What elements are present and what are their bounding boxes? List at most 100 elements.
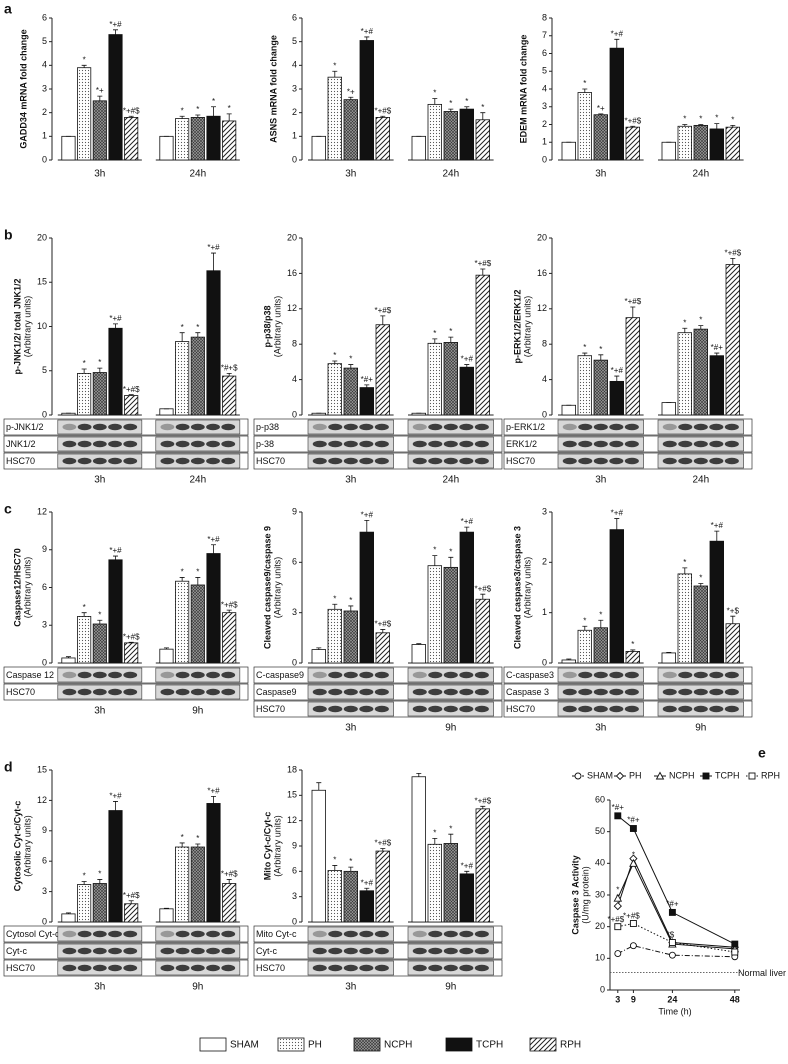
significance-label: *+#$ (374, 839, 391, 848)
bar (343, 99, 359, 161)
y-tick-label: 1 (292, 131, 297, 141)
blot-band (92, 688, 107, 696)
blot-band (77, 964, 92, 972)
error-bar (316, 782, 322, 791)
panel-label: a (4, 1, 12, 17)
significance-label: *+ (597, 104, 605, 113)
significance-label: *+# (461, 355, 474, 364)
bar (427, 342, 443, 416)
blot-band (443, 688, 458, 696)
significance-label: *+# (361, 27, 374, 36)
blot-band (108, 423, 122, 431)
error-bar (348, 364, 354, 369)
bar (443, 342, 459, 416)
blot-band (77, 930, 92, 938)
significance-label: * (715, 114, 718, 123)
blot-label: HSC70 (6, 963, 35, 973)
x-tick-label: 3h (345, 475, 356, 486)
blot-band (678, 705, 693, 713)
bar (61, 657, 76, 664)
error-bar (666, 652, 672, 653)
bar (459, 108, 475, 161)
error-bar (614, 518, 620, 530)
blot-label: Cytosol Cyt-c (6, 929, 60, 939)
y-axis-units: (Arbitrary units) (522, 557, 532, 619)
error-bar (332, 865, 338, 871)
significance-label: *+# (109, 546, 122, 555)
error-bar (97, 95, 103, 101)
blot-band (662, 440, 677, 448)
blot-band (92, 964, 107, 972)
significance-label: *+#$ (123, 385, 140, 394)
bar (725, 126, 741, 161)
y-tick-label: 3 (292, 607, 297, 617)
blot-band (312, 930, 327, 938)
bar (561, 659, 577, 664)
blot-band (312, 440, 327, 448)
y-tick-label: 1 (42, 131, 47, 141)
y-tick-label: 1 (542, 137, 547, 147)
series-line (617, 862, 735, 950)
error-bar (179, 577, 185, 582)
significance-label: * (349, 857, 352, 866)
error-bar (380, 629, 386, 633)
significance-label: *+# (109, 314, 122, 323)
error-bar (128, 641, 134, 643)
y-tick-label: 5 (292, 36, 297, 46)
y-axis-units: (Arbitrary units) (272, 557, 282, 619)
blot-band (190, 457, 205, 465)
x-tick-label: 9h (695, 723, 706, 734)
error-bar (65, 656, 71, 658)
reference-label: Normal liver (738, 968, 786, 978)
marker (615, 771, 625, 781)
y-tick-label: 12 (37, 795, 47, 805)
blot-band (428, 705, 443, 713)
blot-band (709, 457, 724, 465)
blot-band (459, 671, 474, 679)
x-tick-label: 24h (692, 475, 709, 486)
blot-band (474, 440, 489, 448)
blot-band (474, 671, 489, 679)
blot-band (428, 964, 443, 972)
blot-band (92, 930, 107, 938)
y-tick-label: 2 (292, 107, 297, 117)
significance-label: *+# (207, 786, 220, 795)
significance-label: * (683, 318, 686, 327)
error-bar (97, 367, 103, 373)
blot-band (160, 423, 175, 431)
error-bar (416, 643, 422, 645)
blot-band (562, 705, 577, 713)
blot-band (474, 964, 489, 972)
significance-label: *+#$ (474, 584, 491, 593)
legend-swatch (353, 1037, 381, 1052)
blot-band (328, 671, 343, 679)
significance-label: * (333, 61, 336, 70)
blot-band (693, 423, 708, 431)
error-bar (65, 912, 71, 914)
significance-label: * (196, 105, 199, 114)
bar (327, 870, 343, 923)
significance-label: * (333, 351, 336, 360)
blot-band (108, 688, 122, 696)
significance-label: * (433, 329, 436, 338)
error-bar (380, 315, 386, 325)
blot-band (562, 440, 577, 448)
significance-label: * (433, 89, 436, 98)
blot-band (160, 457, 175, 465)
bar (77, 616, 92, 664)
blot-band (221, 688, 236, 696)
significance-label: *+$ (727, 606, 740, 615)
error-bar (582, 625, 588, 631)
y-tick-label: 4 (292, 60, 297, 70)
error-bar (316, 647, 322, 650)
blot-band (190, 440, 205, 448)
error-bar (698, 325, 704, 330)
significance-label: * (631, 640, 634, 649)
y-tick-label: 12 (37, 506, 47, 516)
blot-band (92, 423, 107, 431)
blot-band (709, 671, 724, 679)
y-tick-label: 3 (42, 620, 47, 630)
blot-band (443, 423, 458, 431)
blot-band (175, 440, 190, 448)
y-axis-units: (Arbitrary units) (522, 296, 532, 358)
